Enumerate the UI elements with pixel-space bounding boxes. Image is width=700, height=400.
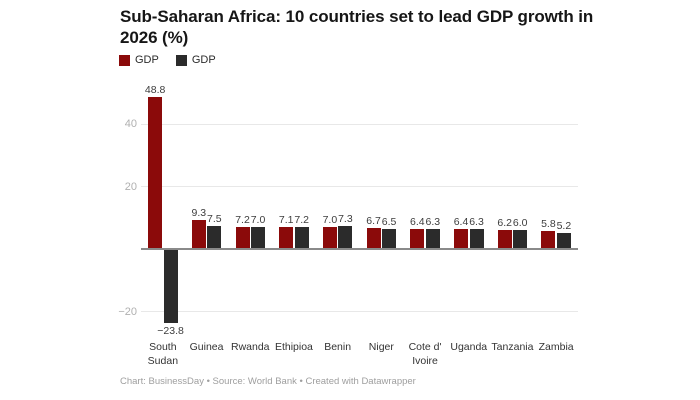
legend-swatch-icon bbox=[175, 55, 187, 66]
value-label: 7.2 bbox=[235, 213, 250, 226]
value-label: 6.5 bbox=[381, 215, 397, 228]
value-label: 7.0 bbox=[322, 214, 338, 227]
value-label: 6.3 bbox=[425, 216, 441, 229]
value-label: 6.3 bbox=[469, 216, 484, 229]
y-axis-tick-label: −20 bbox=[118, 305, 137, 318]
x-axis-category-label: Uganda bbox=[450, 341, 488, 353]
bar[interactable] bbox=[191, 219, 206, 249]
bar[interactable] bbox=[556, 232, 571, 249]
value-label: 48.8 bbox=[144, 83, 166, 96]
bar[interactable] bbox=[454, 229, 468, 249]
x-axis-category-label: Guinea bbox=[189, 341, 224, 353]
plot-area: 40 20 −20 48.8 9.3 7.2 7.1 7.0 6.7 6.4 6.4 6.2 5.8 −2… bbox=[118, 84, 578, 367]
value-label: 5.8 bbox=[541, 217, 556, 230]
bar[interactable] bbox=[251, 227, 265, 249]
x-axis-category-label: Cote d' Ivoire bbox=[408, 341, 442, 367]
x-axis-category-label: Benin bbox=[324, 341, 352, 353]
bar[interactable] bbox=[497, 229, 512, 249]
value-label: 7.0 bbox=[250, 214, 266, 227]
x-axis-line bbox=[141, 248, 578, 250]
bar[interactable] bbox=[148, 96, 163, 249]
x-axis-category-label: South Sudan bbox=[147, 341, 179, 367]
value-label: 5.2 bbox=[556, 219, 572, 232]
bar[interactable] bbox=[541, 230, 556, 249]
chart-title: Sub-Saharan Africa: 10 countries set to … bbox=[120, 7, 594, 47]
bar[interactable] bbox=[410, 229, 425, 249]
legend-item: GDP bbox=[119, 55, 159, 66]
legend-swatch-icon bbox=[119, 55, 130, 66]
gridline bbox=[141, 311, 578, 312]
value-label: 6.0 bbox=[512, 217, 528, 230]
x-axis-category-label: Niger bbox=[368, 341, 394, 353]
chart-footer: Chart: BusinessDay • Source: World Bank … bbox=[120, 376, 416, 387]
value-label: 7.5 bbox=[206, 212, 222, 225]
value-label: 6.7 bbox=[366, 215, 381, 228]
bar[interactable] bbox=[513, 230, 528, 249]
bar[interactable] bbox=[338, 226, 353, 249]
value-label: 6.4 bbox=[409, 216, 425, 228]
bar[interactable] bbox=[294, 226, 309, 249]
legend-label: GDP bbox=[135, 54, 159, 66]
bar[interactable] bbox=[279, 226, 294, 249]
legend: GDP GDP bbox=[119, 55, 216, 66]
bar[interactable] bbox=[366, 228, 381, 249]
gridline bbox=[141, 186, 578, 187]
gridline bbox=[141, 123, 578, 125]
x-axis-category-label: Ethipioa bbox=[274, 341, 313, 353]
x-axis-category-label: Rwanda bbox=[230, 341, 270, 353]
bar[interactable] bbox=[469, 229, 484, 249]
value-label: 7.2 bbox=[294, 213, 309, 226]
bar[interactable] bbox=[382, 228, 397, 249]
bar[interactable] bbox=[207, 225, 222, 249]
value-label: 9.3 bbox=[191, 206, 207, 219]
y-axis-tick-label: 20 bbox=[124, 180, 137, 193]
legend-label: GDP bbox=[191, 54, 216, 66]
bar[interactable] bbox=[235, 226, 250, 249]
bar[interactable] bbox=[425, 229, 440, 249]
value-label: 6.2 bbox=[497, 216, 512, 229]
value-label: −23.8 bbox=[157, 325, 184, 338]
bar[interactable] bbox=[322, 227, 337, 249]
value-label: 6.4 bbox=[453, 216, 469, 228]
legend-item: GDP bbox=[175, 54, 216, 66]
bar[interactable] bbox=[163, 249, 178, 324]
value-label: 7.1 bbox=[278, 213, 294, 226]
x-axis-category-label: Tanzania bbox=[491, 341, 534, 353]
value-label: 7.3 bbox=[338, 213, 353, 226]
x-axis-category-label: Zambia bbox=[538, 341, 574, 353]
y-axis-tick-label: 40 bbox=[124, 118, 137, 130]
